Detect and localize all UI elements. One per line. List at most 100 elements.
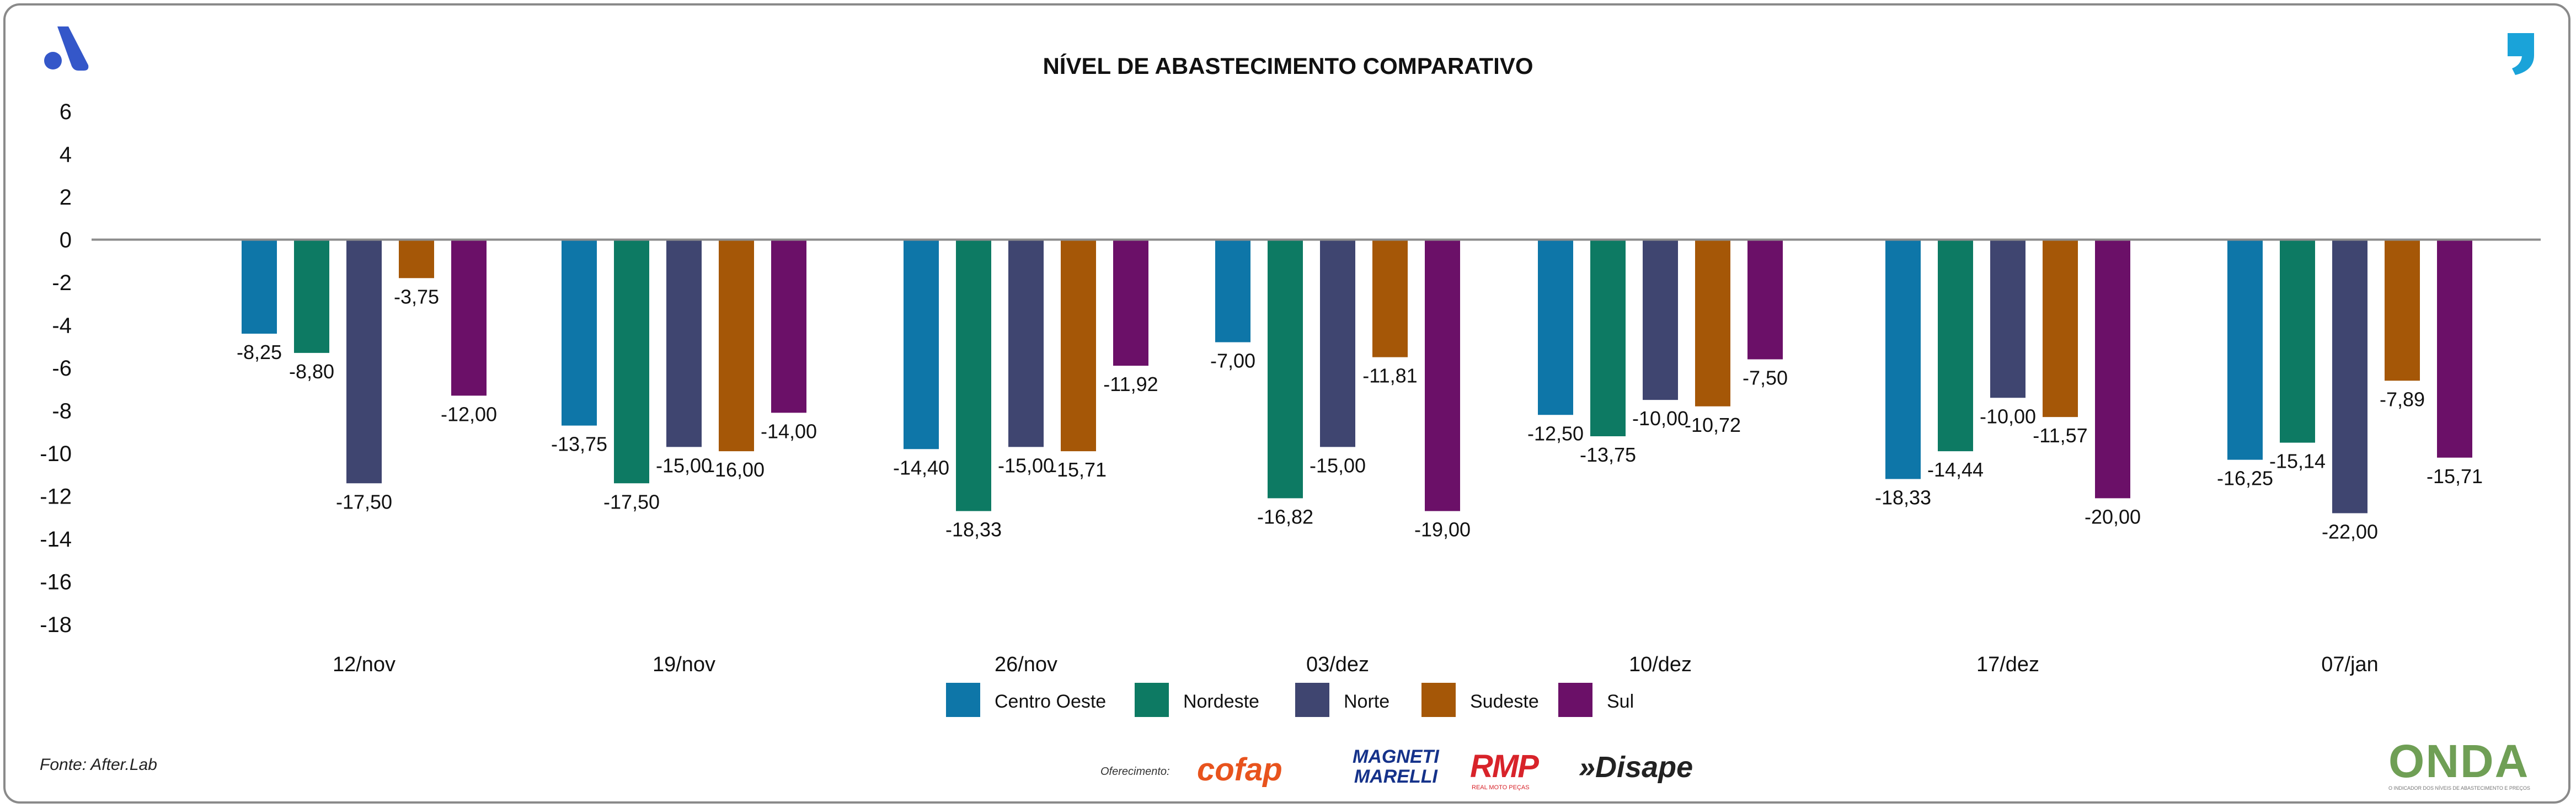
bar (1372, 239, 1408, 357)
legend-swatch (946, 683, 980, 717)
rmp-logo-subtitle: REAL MOTO PEÇAS (1472, 784, 1530, 791)
data-label: -8,25 (237, 341, 282, 363)
data-label: -10,00 (1980, 405, 2036, 427)
y-tick-label: 6 (60, 100, 72, 124)
x-tick-label: 26/nov (995, 653, 1057, 676)
bar (1538, 239, 1573, 415)
data-label: -15,71 (2427, 465, 2483, 488)
bar (1938, 239, 1973, 452)
bar (904, 239, 939, 450)
bar (1747, 239, 1783, 360)
data-label: -15,71 (1050, 458, 1107, 481)
data-label: -15,00 (1310, 454, 1366, 477)
bar (1268, 239, 1303, 499)
data-label: -14,00 (761, 420, 817, 442)
data-label: -18,33 (945, 518, 1002, 541)
legend-swatch (1421, 683, 1456, 717)
data-label: -20,00 (2085, 505, 2141, 528)
onda-logo-subtitle: O INDICADOR DOS NÍVEIS DE ABASTECIMENTO … (2388, 785, 2530, 791)
bar (451, 239, 487, 396)
bar (2280, 239, 2315, 443)
legend-swatch (1135, 683, 1169, 717)
data-label: -11,92 (1103, 373, 1158, 395)
rmp-logo: RMP (1470, 748, 1539, 784)
bar (1590, 239, 1626, 436)
x-tick-label: 17/dez (1976, 653, 2039, 676)
bar (2332, 239, 2367, 513)
x-tick-label: 07/jan (2321, 653, 2379, 676)
data-label: -13,75 (1580, 443, 1636, 466)
data-label: -16,25 (2217, 467, 2273, 490)
y-tick-label: -16 (40, 570, 72, 595)
bar (2095, 239, 2130, 499)
data-label: -12,00 (441, 403, 497, 425)
y-tick-label: -2 (52, 271, 72, 295)
data-label: -15,14 (2269, 450, 2326, 473)
legend-label: Nordeste (1183, 691, 1259, 712)
legend-swatch (1558, 683, 1592, 717)
bar (719, 239, 754, 452)
onda-logo: ONDA (2388, 735, 2530, 787)
bar (346, 239, 382, 484)
chart-title: NÍVEL DE ABASTECIMENTO COMPARATIVO (1043, 53, 1533, 79)
disape-logo: »Disape (1579, 751, 1693, 784)
data-label: -15,00 (998, 454, 1054, 477)
data-label: -17,50 (336, 490, 392, 513)
data-label: -15,00 (656, 454, 712, 477)
data-label: -7,89 (2380, 388, 2425, 410)
bar (956, 239, 991, 511)
bar (399, 239, 434, 279)
bar-chart: 6420-2-4-6-8-10-12-14-16-18-8,25-13,75-1… (40, 100, 2541, 717)
sponsor-label: Oferecimento: (1100, 766, 1170, 778)
data-label: -11,57 (2033, 424, 2087, 447)
data-label: -7,00 (1210, 350, 1255, 372)
bar (242, 239, 277, 334)
bar (1113, 239, 1148, 366)
y-tick-label: -12 (40, 485, 72, 509)
bar (562, 239, 597, 426)
bar (1320, 239, 1355, 447)
data-label: -14,44 (1927, 458, 1984, 481)
y-tick-label: -6 (52, 356, 72, 381)
data-label: -10,72 (1685, 414, 1741, 436)
bar (1643, 239, 1678, 400)
x-tick-label: 19/nov (653, 653, 715, 676)
data-label: -16,82 (1257, 505, 1313, 528)
y-tick-label: -4 (52, 314, 72, 338)
bar (1695, 239, 1730, 406)
data-label: -8,80 (289, 360, 334, 383)
magneti-marelli-logo: MAGNETI MARELLI (1353, 746, 1439, 787)
data-label: -18,33 (1875, 486, 1931, 509)
legend-swatch (1295, 683, 1329, 717)
data-label: -16,00 (708, 458, 765, 481)
bar (771, 239, 806, 413)
x-tick-label: 10/dez (1629, 653, 1692, 676)
bar (2227, 239, 2263, 460)
legend-label: Centro Oeste (995, 691, 1106, 712)
bar (2043, 239, 2078, 418)
bar (294, 239, 329, 353)
brand-logo-icon (42, 24, 92, 77)
data-label: -19,00 (1414, 518, 1471, 541)
data-label: -12,50 (1527, 422, 1584, 445)
y-tick-label: -18 (40, 613, 72, 637)
cofap-logo: cofap (1197, 752, 1282, 788)
bar (1885, 239, 1921, 479)
y-tick-label: -14 (40, 527, 72, 552)
data-label: -3,75 (394, 285, 439, 308)
data-label: -11,81 (1362, 365, 1417, 387)
legend-label: Sul (1607, 691, 1634, 712)
y-tick-label: 2 (60, 185, 72, 210)
y-tick-label: 4 (60, 143, 72, 167)
quote-icon (2504, 32, 2537, 79)
x-tick-label: 03/dez (1306, 653, 1369, 676)
bar (1008, 239, 1044, 447)
y-tick-label: -8 (52, 399, 72, 424)
legend-label: Norte (1344, 691, 1389, 712)
x-tick-label: 12/nov (333, 653, 396, 676)
data-label: -14,40 (893, 456, 949, 479)
bar (2437, 239, 2472, 458)
data-label: -13,75 (551, 433, 607, 456)
data-label: -7,50 (1743, 367, 1788, 389)
bar (1061, 239, 1096, 452)
